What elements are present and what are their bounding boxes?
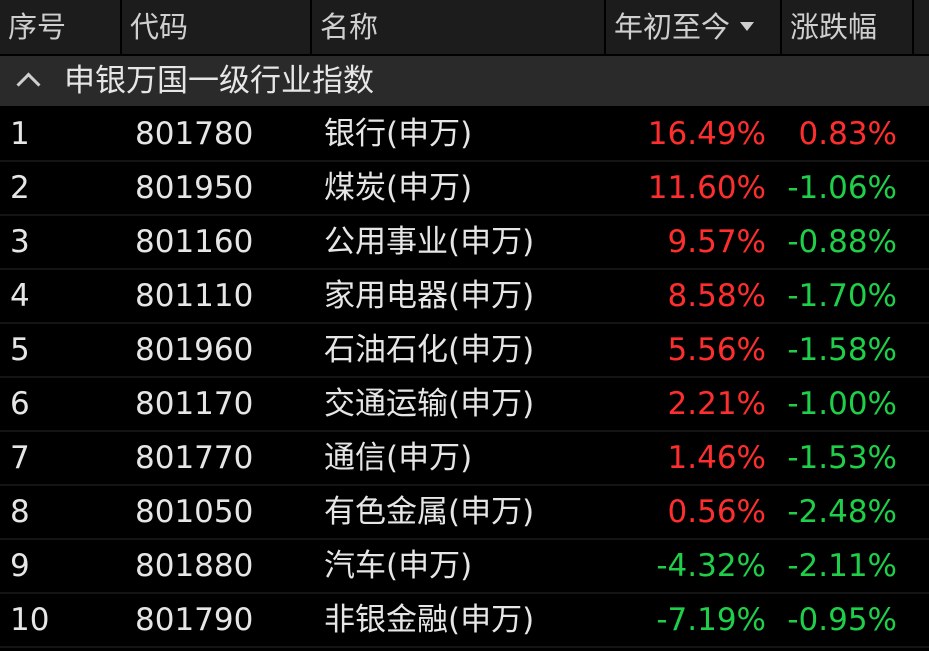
- row-code: 801170: [135, 386, 254, 422]
- table-row[interactable]: 5 801960 石油石化(申万) 5.56% -1.58%: [0, 324, 929, 378]
- row-seq: 5: [10, 332, 30, 368]
- row-ytd: 1.46%: [667, 440, 766, 476]
- row-name: 汽车(申万): [324, 548, 473, 584]
- row-change: -1.58%: [787, 332, 897, 368]
- column-header-change-label: 涨跌幅: [790, 10, 878, 44]
- row-change: -0.88%: [787, 224, 897, 260]
- row-ytd: 9.57%: [667, 224, 766, 260]
- row-seq: 6: [10, 386, 30, 422]
- row-change: -1.06%: [787, 170, 897, 206]
- column-header-ytd-label: 年初至今: [614, 10, 731, 44]
- chevron-up-icon[interactable]: [16, 72, 41, 97]
- row-name: 非银金融(申万): [324, 602, 535, 638]
- table-row[interactable]: 8 801050 有色金属(申万) 0.56% -2.48%: [0, 486, 929, 540]
- row-change: 0.83%: [798, 116, 897, 152]
- sort-descending-icon: [740, 21, 755, 31]
- column-header-code-label: 代码: [130, 10, 189, 44]
- table-row[interactable]: 1 801780 银行(申万) 16.49% 0.83%: [0, 108, 929, 162]
- table-row[interactable]: 3 801160 公用事业(申万) 9.57% -0.88%: [0, 216, 929, 270]
- row-ytd: 11.60%: [647, 170, 766, 206]
- row-ytd: -4.32%: [656, 548, 766, 584]
- row-change: -1.70%: [787, 278, 897, 314]
- row-name: 交通运输(申万): [324, 386, 535, 422]
- row-code: 801950: [135, 170, 254, 206]
- group-title: 申银万国一级行业指数: [64, 63, 374, 99]
- row-code: 801050: [135, 494, 254, 530]
- table-row[interactable]: 2 801950 煤炭(申万) 11.60% -1.06%: [0, 162, 929, 216]
- row-change: -0.95%: [787, 602, 897, 638]
- row-ytd: 16.49%: [647, 116, 766, 152]
- row-code: 801780: [135, 116, 254, 152]
- column-header-seq-label: 序号: [8, 10, 67, 44]
- row-code: 801770: [135, 440, 254, 476]
- row-seq: 10: [10, 602, 50, 638]
- row-change: -1.53%: [787, 440, 897, 476]
- column-header-name-label: 名称: [320, 10, 379, 44]
- table-row[interactable]: 10 801790 非银金融(申万) -7.19% -0.95%: [0, 594, 929, 648]
- row-seq: 9: [10, 548, 30, 584]
- table-row[interactable]: 7 801770 通信(申万) 1.46% -1.53%: [0, 432, 929, 486]
- column-header-filler: [914, 0, 929, 54]
- row-ytd: 0.56%: [667, 494, 766, 530]
- row-ytd: 5.56%: [667, 332, 766, 368]
- row-name: 石油石化(申万): [324, 332, 535, 368]
- row-change: -1.00%: [787, 386, 897, 422]
- row-name: 家用电器(申万): [324, 278, 535, 314]
- row-code: 801960: [135, 332, 254, 368]
- column-header-change[interactable]: 涨跌幅: [782, 0, 914, 54]
- row-seq: 1: [10, 116, 30, 152]
- row-name: 有色金属(申万): [324, 494, 535, 530]
- row-name: 公用事业(申万): [324, 224, 535, 260]
- row-seq: 7: [10, 440, 30, 476]
- row-name: 煤炭(申万): [324, 170, 473, 206]
- row-code: 801880: [135, 548, 254, 584]
- row-code: 801790: [135, 602, 254, 638]
- row-seq: 3: [10, 224, 30, 260]
- column-header-code[interactable]: 代码: [122, 0, 312, 54]
- row-code: 801160: [135, 224, 254, 260]
- table-row[interactable]: 6 801170 交通运输(申万) 2.21% -1.00%: [0, 378, 929, 432]
- table-row[interactable]: 4 801110 家用电器(申万) 8.58% -1.70%: [0, 270, 929, 324]
- row-name: 银行(申万): [324, 116, 473, 152]
- table-header: 序号 代码 名称 年初至今 涨跌幅: [0, 0, 929, 56]
- row-seq: 2: [10, 170, 30, 206]
- row-name: 通信(申万): [324, 440, 473, 476]
- column-header-seq[interactable]: 序号: [0, 0, 122, 54]
- row-change: -2.11%: [787, 548, 897, 584]
- row-ytd: 2.21%: [667, 386, 766, 422]
- group-header[interactable]: 申银万国一级行业指数: [0, 56, 929, 108]
- row-code: 801110: [135, 278, 254, 314]
- row-ytd: -7.19%: [656, 602, 766, 638]
- column-header-name[interactable]: 名称: [312, 0, 606, 54]
- column-header-ytd[interactable]: 年初至今: [606, 0, 782, 54]
- row-ytd: 8.58%: [667, 278, 766, 314]
- row-seq: 8: [10, 494, 30, 530]
- row-change: -2.48%: [787, 494, 897, 530]
- table-row[interactable]: 9 801880 汽车(申万) -4.32% -2.11%: [0, 540, 929, 594]
- row-seq: 4: [10, 278, 30, 314]
- table-body: 1 801780 银行(申万) 16.49% 0.83% 2 801950 煤炭(申万) 11.…: [0, 108, 929, 648]
